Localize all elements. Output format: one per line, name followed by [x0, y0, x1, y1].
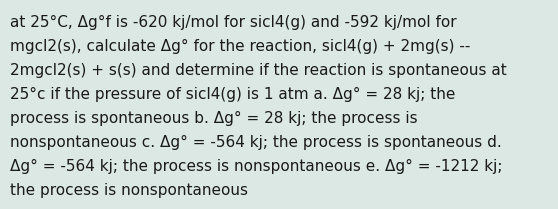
Text: process is spontaneous b. Δg° = 28 kj; the process is: process is spontaneous b. Δg° = 28 kj; t… [10, 111, 418, 126]
Text: 2mgcl2(s) + s(s) and determine if the reaction is spontaneous at: 2mgcl2(s) + s(s) and determine if the re… [10, 63, 507, 78]
Text: Δg° = -564 kj; the process is nonspontaneous e. Δg° = -1212 kj;: Δg° = -564 kj; the process is nonspontan… [10, 159, 503, 174]
Text: at 25°C, Δg°f is -620 kj/mol for sicl4(g) and -592 kj/mol for: at 25°C, Δg°f is -620 kj/mol for sicl4(g… [10, 15, 456, 30]
Text: the process is nonspontaneous: the process is nonspontaneous [10, 183, 248, 198]
Text: mgcl2(s), calculate Δg° for the reaction, sicl4(g) + 2mg(s) --: mgcl2(s), calculate Δg° for the reaction… [10, 39, 470, 54]
Text: 25°c if the pressure of sicl4(g) is 1 atm a. Δg° = 28 kj; the: 25°c if the pressure of sicl4(g) is 1 at… [10, 87, 455, 102]
Text: nonspontaneous c. Δg° = -564 kj; the process is spontaneous d.: nonspontaneous c. Δg° = -564 kj; the pro… [10, 135, 502, 150]
